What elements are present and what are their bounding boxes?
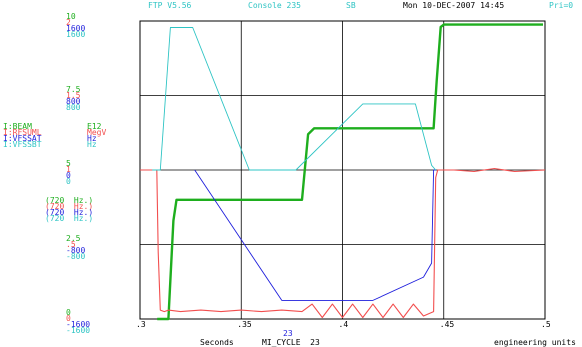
y-tick-label: -800: [66, 245, 86, 255]
y-tick-label: -800: [66, 251, 86, 261]
legend-series-name: I:RFSUML: [3, 128, 42, 137]
datetime: Mon 10-DEC-2007 14:45: [403, 1, 505, 10]
series-line-i-vfssbt: [152, 27, 437, 171]
y-tick-label: 2.5: [66, 233, 81, 243]
legend-series-unit: Hz: [87, 140, 97, 149]
x-tick-label: .35: [237, 320, 252, 329]
y-tick-label: 1: [66, 165, 71, 174]
x-tick-label: .4: [338, 320, 349, 329]
y-tick-label: 800: [66, 102, 81, 112]
y-tick-label: 1.5: [66, 90, 81, 100]
rate-label: (720 Hz.): [45, 214, 94, 223]
sb-label: SB: [346, 1, 356, 10]
rate-label: (720 Hz.): [45, 202, 94, 211]
rate-label: (720 Hz.): [45, 208, 94, 217]
x-tick-label: .5: [541, 320, 551, 329]
legend-series-name: I:BEAM: [3, 122, 32, 131]
y-tick-label: 2: [66, 18, 71, 27]
y-tick-label: 0: [66, 171, 71, 180]
x-tick-label: .45: [439, 320, 455, 329]
legend-series-unit: Hz: [87, 134, 97, 143]
x-axis-label: Seconds: [200, 338, 234, 347]
y-tick-label: 7.5: [66, 84, 81, 94]
console-number: Console 235: [248, 1, 301, 10]
cycle-label: MI_CYCLE 23: [262, 338, 320, 347]
y-tick-label: .5: [66, 239, 76, 249]
series-line-i-beam: [157, 23, 543, 321]
series-line-i-vfssat: [194, 169, 436, 301]
legend-series-name: I:VFSSAT: [3, 134, 42, 143]
legend-series-name: I:VFSSBT: [3, 140, 42, 149]
y-tick-label: 800: [66, 96, 81, 106]
y-tick-label: 1600: [66, 24, 86, 33]
cycle-number: 23: [283, 329, 293, 338]
y-tick-label: 5: [66, 159, 71, 168]
units-label: engineering units: [494, 338, 576, 347]
x-tick-label: .3: [136, 320, 146, 329]
y-tick-label: -1600: [66, 326, 91, 335]
y-tick-label: 10: [66, 12, 76, 21]
y-tick-label: 0: [66, 314, 71, 323]
y-tick-label: -1600: [66, 320, 91, 329]
priority: Pri=0: [549, 1, 574, 10]
legend-series-unit: E12: [87, 122, 102, 131]
y-tick-label: 0: [66, 308, 71, 317]
app-version: FTP V5.56: [148, 1, 192, 10]
legend-series-unit: MegV: [87, 128, 107, 137]
rate-label: (720 Hz.): [45, 196, 94, 205]
series-line-i-rfsuml: [140, 167, 546, 319]
y-tick-label: 1600: [66, 30, 86, 39]
y-tick-label: 0: [66, 177, 71, 186]
